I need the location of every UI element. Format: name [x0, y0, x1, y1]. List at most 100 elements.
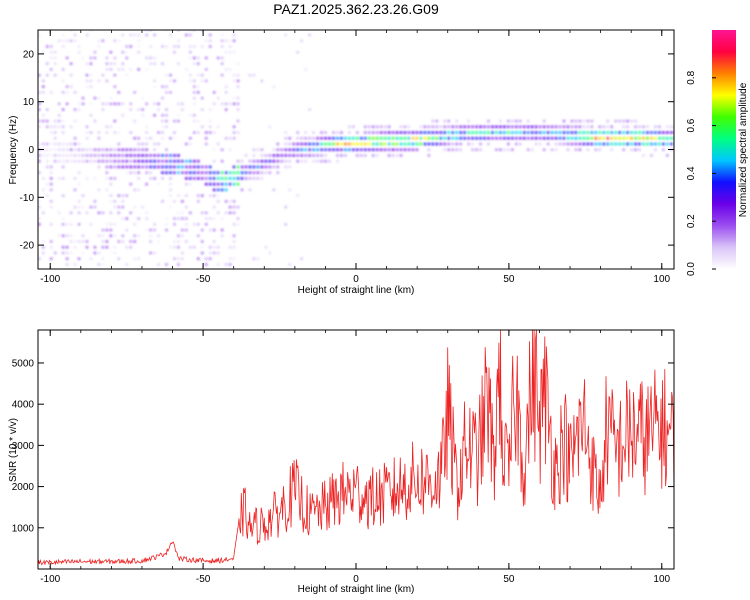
heatmap-cell: [165, 263, 168, 266]
heatmap-cell: [507, 125, 510, 128]
heatmap-cell: [511, 148, 514, 151]
heatmap-cell: [232, 257, 236, 260]
heatmap-cell: [185, 142, 188, 146]
heatmap-cell: [93, 251, 97, 255]
heatmap-cell: [113, 246, 117, 249]
heatmap-cell: [558, 142, 562, 146]
heatmap-cell: [292, 154, 295, 157]
heatmap-cell: [97, 148, 101, 151]
heatmap-cell: [566, 125, 570, 128]
heatmap-cell: [38, 102, 41, 106]
heatmap-cell: [411, 142, 415, 146]
heatmap-cell: [371, 148, 375, 151]
heatmap-cell: [332, 131, 335, 134]
heatmap-cell: [177, 234, 180, 237]
heatmap-cell: [399, 148, 403, 151]
heatmap-cell: [276, 142, 280, 146]
heatmap-cell: [590, 119, 594, 123]
heatmap-cell: [208, 228, 212, 232]
heatmap-cell: [113, 56, 117, 60]
heatmap-cell: [252, 171, 256, 174]
heatmap-cell: [435, 137, 439, 140]
heatmap-cell: [125, 165, 129, 169]
heatmap-cell: [117, 142, 121, 146]
heatmap-cell: [268, 171, 272, 174]
heatmap-cell: [69, 85, 73, 88]
heatmap-cell: [145, 148, 148, 151]
heatmap-cell: [558, 125, 562, 128]
heatmap-cell: [642, 125, 645, 128]
heatmap-cell: [212, 188, 216, 192]
heatmap-cell: [49, 171, 53, 174]
heatmap-cell: [109, 125, 113, 128]
heatmap-cell: [121, 194, 125, 197]
heatmap-cell: [65, 257, 69, 260]
heatmap-cell: [129, 131, 133, 134]
heatmap-cell: [292, 148, 295, 151]
heatmap-cell: [487, 125, 490, 128]
heatmap-cell: [125, 148, 129, 151]
heatmap-cell: [387, 154, 391, 157]
heatmap-cell: [185, 33, 188, 37]
heatmap-cell: [252, 177, 256, 180]
heatmap-cell: [471, 131, 474, 134]
heatmap-cell: [288, 148, 292, 151]
heatmap-cell: [121, 51, 125, 54]
heatmap-cell: [165, 223, 168, 226]
heatmap-cell: [499, 125, 502, 128]
heatmap-cell: [165, 114, 168, 117]
heatmap-cell: [69, 125, 73, 128]
heatmap-cell: [165, 45, 168, 48]
heatmap-cell: [479, 148, 482, 151]
spectrogram-ytick-label: -10: [20, 193, 35, 204]
heatmap-cell: [491, 131, 494, 134]
heatmap-cell: [117, 211, 121, 215]
heatmap-cell: [41, 188, 45, 192]
heatmap-cell: [574, 137, 578, 140]
heatmap-cell: [654, 137, 657, 140]
heatmap-cell: [443, 119, 447, 123]
heatmap-cell: [308, 148, 311, 151]
heatmap-cell: [177, 165, 180, 169]
heatmap-cell: [415, 142, 419, 146]
heatmap-cell: [129, 171, 133, 174]
heatmap-cell: [57, 114, 61, 117]
heatmap-cell: [586, 148, 590, 151]
heatmap-cell: [316, 142, 319, 146]
heatmap-cell: [133, 165, 136, 169]
heatmap-cell: [185, 177, 188, 180]
heatmap-cell: [197, 131, 200, 134]
heatmap-cell: [181, 211, 184, 215]
snr-series-line: [38, 330, 674, 566]
heatmap-cell: [85, 33, 89, 37]
heatmap-cell: [634, 131, 637, 134]
heatmap-cell: [193, 96, 196, 100]
heatmap-cell: [260, 154, 264, 157]
heatmap-cell: [387, 137, 391, 140]
heatmap-cell: [411, 137, 415, 140]
heatmap-cell: [61, 194, 65, 197]
heatmap-cell: [662, 148, 665, 151]
heatmap-cell: [113, 223, 117, 226]
heatmap-cell: [212, 205, 216, 209]
heatmap-cell: [503, 137, 506, 140]
heatmap-cell: [133, 188, 136, 192]
heatmap-cell: [65, 223, 69, 226]
heatmap-cell: [224, 182, 228, 186]
heatmap-cell: [61, 91, 65, 94]
heatmap-cell: [105, 160, 109, 163]
heatmap-cell: [208, 39, 212, 42]
heatmap-cell: [41, 246, 45, 249]
heatmap-cell: [574, 131, 578, 134]
heatmap-cell: [181, 102, 184, 106]
heatmap-cell: [503, 125, 506, 128]
heatmap-cell: [232, 125, 236, 128]
heatmap-cell: [137, 154, 140, 157]
heatmap-cell: [670, 142, 673, 146]
heatmap-cell: [121, 102, 125, 106]
heatmap-cell: [149, 56, 152, 60]
heatmap-cell: [654, 142, 657, 146]
heatmap-cell: [367, 131, 371, 134]
heatmap-cell: [371, 137, 375, 140]
heatmap-cell: [153, 154, 156, 157]
